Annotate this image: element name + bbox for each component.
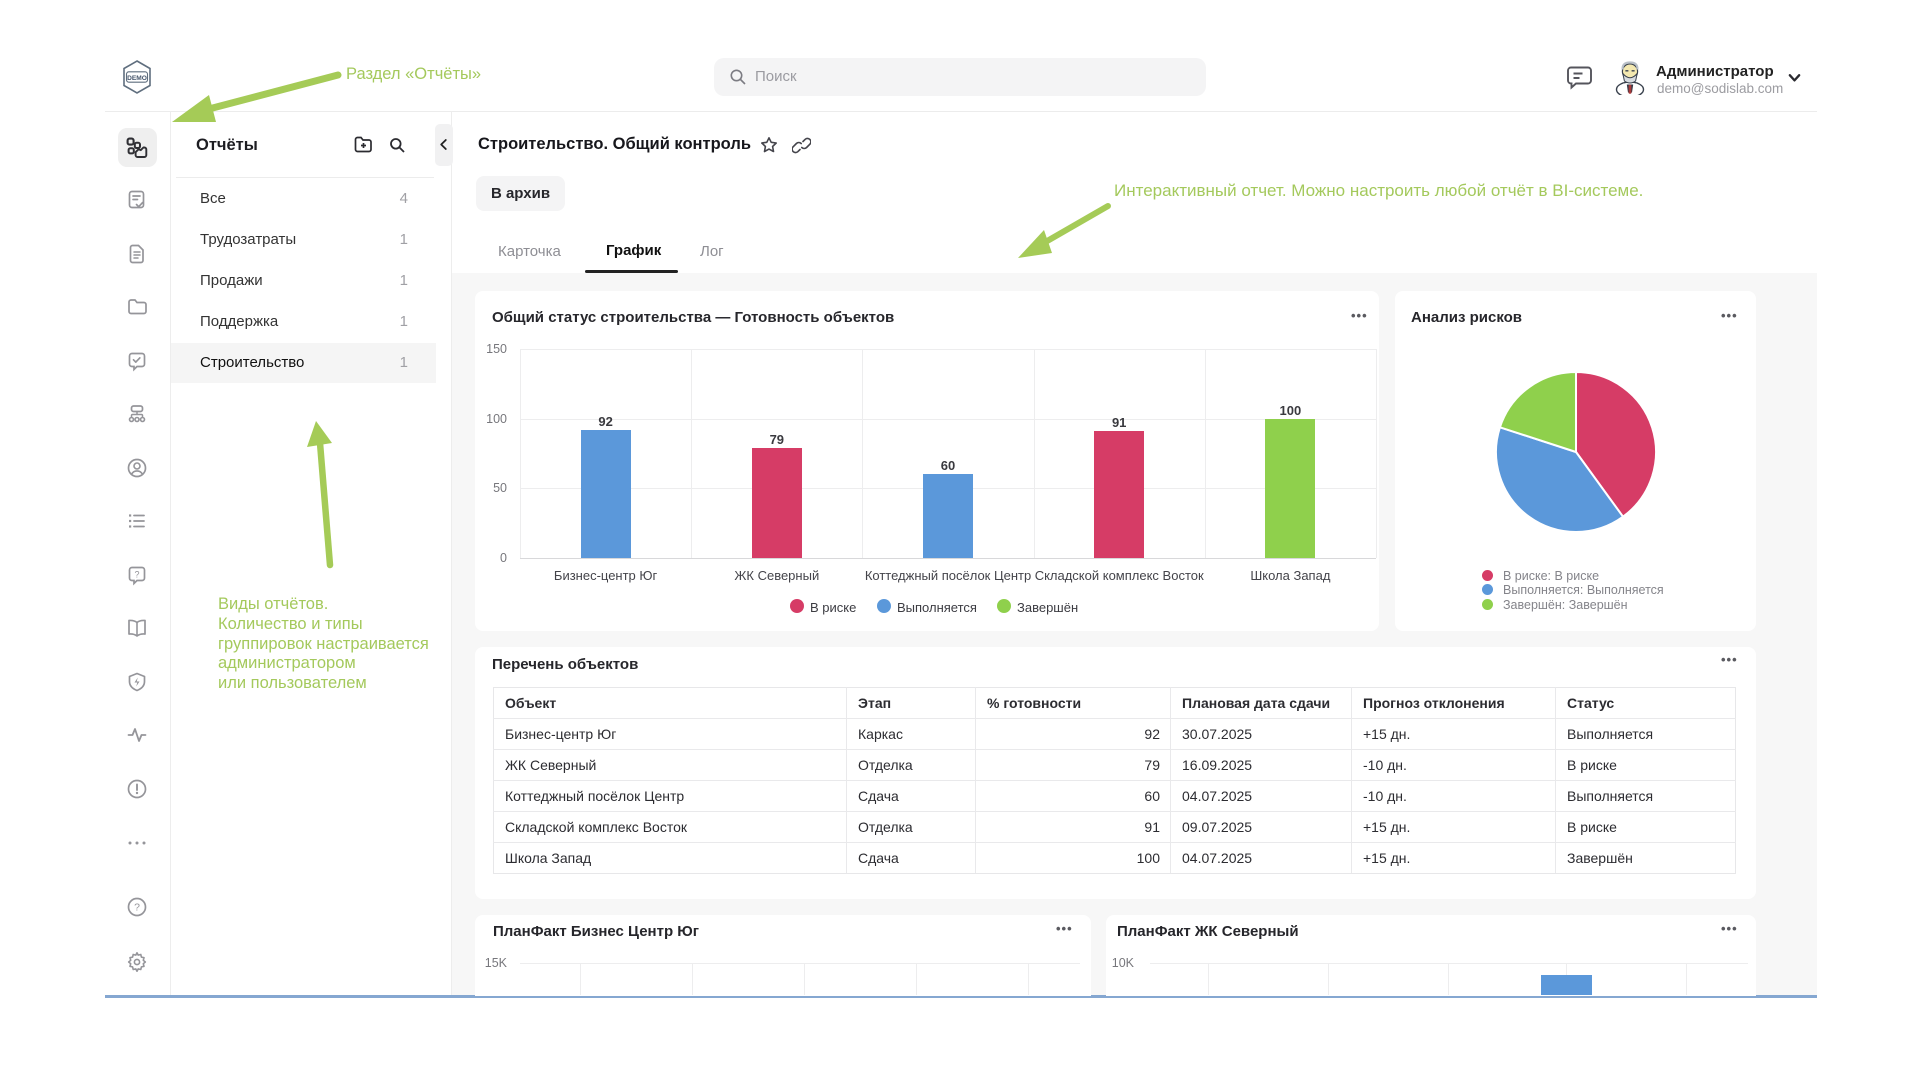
svg-text:?: ?	[134, 569, 139, 579]
svg-text:DEMO: DEMO	[127, 75, 147, 82]
svg-text:?: ?	[134, 902, 140, 914]
